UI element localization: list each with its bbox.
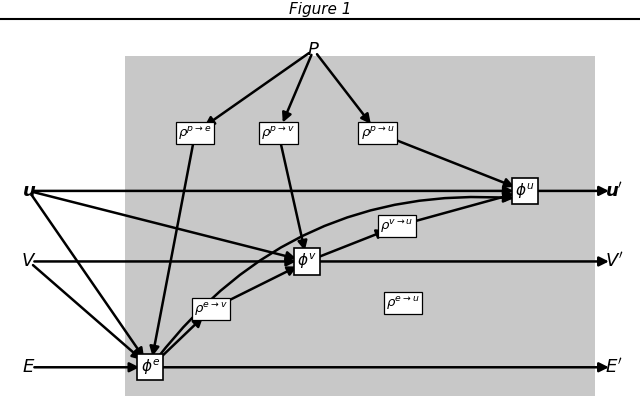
Bar (125, 56, 595, 396)
Text: $\boldsymbol{u}$: $\boldsymbol{u}$ (22, 182, 36, 200)
Text: $\phi^v$: $\phi^v$ (298, 251, 317, 271)
Text: $V'$: $V'$ (605, 252, 624, 271)
Text: $\boldsymbol{u}'$: $\boldsymbol{u}'$ (605, 181, 623, 200)
Text: $E$: $E$ (22, 358, 35, 376)
Text: $P$: $P$ (307, 41, 320, 59)
Text: $\rho^{p\to v}$: $\rho^{p\to v}$ (262, 124, 295, 142)
Text: $\phi^e$: $\phi^e$ (141, 357, 160, 377)
Text: $E'$: $E'$ (605, 358, 623, 377)
Text: $\rho^{p\to e}$: $\rho^{p\to e}$ (179, 124, 212, 142)
Text: $\phi^u$: $\phi^u$ (515, 181, 534, 201)
Text: $V$: $V$ (21, 252, 36, 271)
Text: $\rho^{p\to u}$: $\rho^{p\to u}$ (361, 124, 394, 142)
Text: $\rho^{v\to u}$: $\rho^{v\to u}$ (380, 217, 413, 235)
Text: $\rho^{e\to v}$: $\rho^{e\to v}$ (195, 300, 228, 318)
Text: Figure 1: Figure 1 (289, 2, 351, 17)
Text: $\rho^{e\to u}$: $\rho^{e\to u}$ (387, 294, 420, 312)
